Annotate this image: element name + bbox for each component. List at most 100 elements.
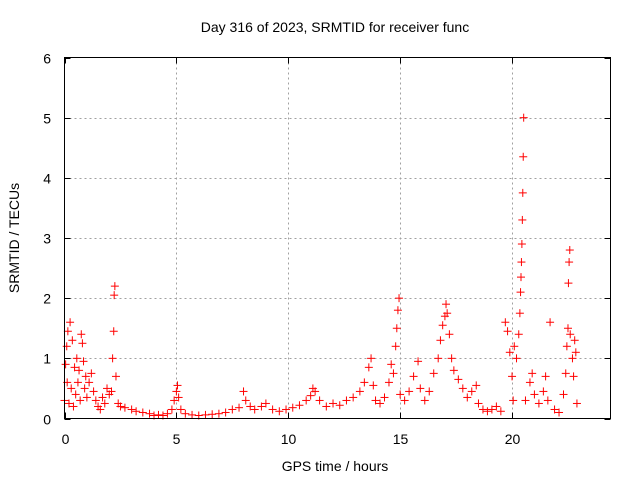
data-point: [539, 387, 548, 396]
data-point: [275, 407, 284, 416]
data-point: [517, 258, 526, 267]
data-point: [228, 405, 237, 414]
data-point: [508, 372, 517, 381]
data-point: [246, 402, 255, 411]
data-point: [447, 354, 456, 363]
data-point: [454, 375, 463, 384]
data-point: [96, 405, 105, 414]
data-point: [221, 408, 230, 417]
data-point: [335, 401, 344, 410]
data-point: [396, 390, 405, 399]
data-point: [91, 396, 100, 405]
data-point: [384, 378, 393, 387]
chart-title: Day 316 of 2023, SRMTID for receiver fun…: [201, 19, 469, 35]
data-point: [565, 258, 574, 267]
data-point: [127, 405, 136, 414]
y-tick-label: 2: [43, 291, 51, 307]
data-point: [546, 318, 555, 327]
data-point: [528, 369, 537, 378]
x-axis-label: GPS time / hours: [282, 458, 389, 474]
data-point: [306, 391, 315, 400]
data-point: [566, 330, 575, 339]
data-point: [395, 294, 404, 303]
axis-ticks: [64, 57, 611, 420]
data-point: [208, 410, 217, 419]
x-tick-label: 10: [281, 431, 297, 447]
data-point: [282, 405, 291, 414]
y-tick-label: 5: [43, 111, 51, 127]
data-point: [87, 369, 96, 378]
y-tick-label: 6: [43, 51, 51, 67]
data-point: [108, 354, 117, 363]
data-point: [525, 378, 534, 387]
data-point: [111, 372, 120, 381]
data-point: [568, 354, 577, 363]
data-point: [81, 372, 90, 381]
data-point: [89, 387, 98, 396]
data-point: [80, 384, 89, 393]
data-point: [241, 396, 250, 405]
data-point: [70, 363, 79, 372]
data-point: [369, 381, 378, 390]
data-point: [79, 357, 88, 366]
data-point: [509, 396, 518, 405]
data-point: [239, 387, 248, 396]
data-point: [445, 330, 454, 339]
y-tick-label: 4: [43, 171, 51, 187]
data-point: [349, 393, 358, 402]
data-point: [77, 330, 86, 339]
data-point: [376, 399, 385, 408]
data-point: [400, 396, 409, 405]
data-point: [69, 402, 78, 411]
data-point: [541, 372, 550, 381]
data-point: [329, 399, 338, 408]
data-point: [530, 390, 539, 399]
y-axis-label: SRMTID / TECUs: [6, 183, 22, 293]
y-tick-label: 1: [43, 351, 51, 367]
data-point: [109, 327, 118, 336]
data-point: [518, 188, 527, 197]
x-tick-label: 20: [505, 431, 521, 447]
data-point: [85, 378, 94, 387]
data-point: [342, 396, 351, 405]
data-point: [443, 309, 452, 318]
data-point: [434, 354, 443, 363]
data-point: [100, 399, 109, 408]
data-point: [512, 354, 521, 363]
data-point: [154, 410, 163, 419]
data-point: [322, 402, 331, 411]
data-point: [425, 387, 434, 396]
data-point: [172, 387, 181, 396]
data-point: [302, 396, 311, 405]
data-point: [145, 409, 154, 418]
data-point: [429, 369, 438, 378]
data-point: [261, 399, 270, 408]
data-point: [355, 387, 364, 396]
data-point: [380, 393, 389, 402]
data-point: [505, 348, 514, 357]
data-point: [360, 378, 369, 387]
data-point: [414, 357, 423, 366]
data-point: [569, 372, 578, 381]
data-point: [514, 330, 523, 339]
data-point: [449, 366, 458, 375]
data-point: [409, 372, 418, 381]
data-point: [181, 409, 190, 418]
data-point: [562, 342, 571, 351]
data-point: [503, 327, 512, 336]
data-point: [120, 403, 129, 412]
data-point: [110, 282, 119, 291]
data-point: [173, 381, 182, 390]
data-point: [501, 318, 510, 327]
data-point: [72, 354, 81, 363]
data-point: [510, 342, 519, 351]
data-point: [163, 409, 172, 418]
data-point: [98, 393, 107, 402]
y-axis-tick-labels: 0 1 2 3 4 5 6: [43, 51, 51, 428]
data-point: [561, 369, 570, 378]
data-point: [487, 405, 496, 414]
data-point: [572, 399, 581, 408]
y-tick-label: 0: [43, 412, 51, 428]
data-point: [436, 336, 445, 345]
